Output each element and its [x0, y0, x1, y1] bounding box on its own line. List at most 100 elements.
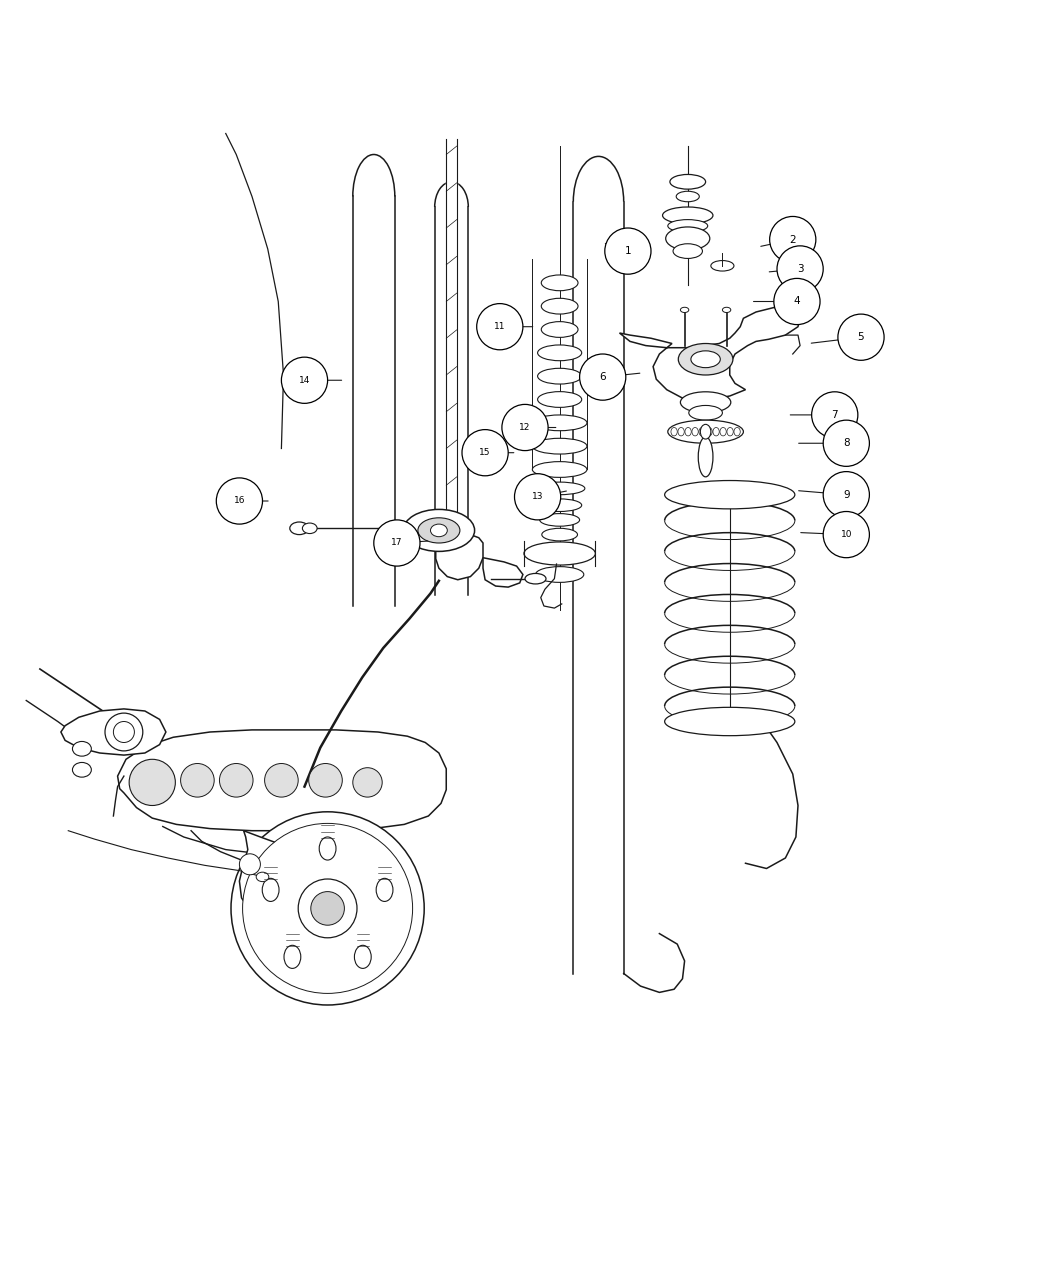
- Circle shape: [105, 713, 143, 751]
- Ellipse shape: [524, 542, 595, 565]
- Polygon shape: [483, 557, 523, 586]
- Ellipse shape: [538, 499, 582, 511]
- Ellipse shape: [692, 427, 698, 436]
- Ellipse shape: [72, 742, 91, 756]
- Ellipse shape: [542, 528, 578, 541]
- Ellipse shape: [665, 708, 795, 736]
- Ellipse shape: [525, 574, 546, 584]
- Ellipse shape: [376, 878, 393, 901]
- Circle shape: [298, 878, 357, 938]
- Ellipse shape: [290, 521, 309, 534]
- Text: 7: 7: [832, 409, 838, 419]
- Circle shape: [353, 768, 382, 797]
- Polygon shape: [353, 196, 395, 606]
- Text: 8: 8: [843, 439, 849, 449]
- Ellipse shape: [680, 307, 689, 312]
- Text: 15: 15: [480, 449, 490, 458]
- Ellipse shape: [727, 427, 733, 436]
- Ellipse shape: [706, 427, 712, 436]
- Ellipse shape: [663, 207, 713, 224]
- Ellipse shape: [676, 191, 699, 201]
- Ellipse shape: [355, 945, 372, 969]
- Circle shape: [777, 246, 823, 292]
- Polygon shape: [61, 709, 166, 755]
- Text: 14: 14: [299, 376, 310, 385]
- Ellipse shape: [538, 368, 582, 384]
- Circle shape: [216, 478, 262, 524]
- Circle shape: [281, 357, 328, 403]
- Polygon shape: [118, 729, 446, 831]
- Circle shape: [129, 760, 175, 806]
- Ellipse shape: [680, 391, 731, 413]
- Text: 17: 17: [392, 538, 402, 547]
- Ellipse shape: [542, 275, 578, 291]
- Ellipse shape: [302, 523, 317, 533]
- Circle shape: [774, 278, 820, 325]
- Ellipse shape: [262, 878, 279, 901]
- Ellipse shape: [284, 945, 300, 969]
- Polygon shape: [573, 201, 624, 974]
- Circle shape: [113, 722, 134, 742]
- Ellipse shape: [678, 427, 685, 436]
- Circle shape: [311, 891, 344, 926]
- Ellipse shape: [668, 421, 743, 444]
- Ellipse shape: [542, 298, 578, 314]
- Ellipse shape: [689, 405, 722, 421]
- Circle shape: [309, 764, 342, 797]
- Circle shape: [181, 764, 214, 797]
- Ellipse shape: [403, 510, 475, 551]
- Circle shape: [823, 421, 869, 467]
- Ellipse shape: [666, 227, 710, 250]
- Ellipse shape: [670, 175, 706, 189]
- Text: 9: 9: [843, 490, 849, 500]
- Text: 6: 6: [600, 372, 606, 382]
- Text: 3: 3: [797, 264, 803, 274]
- Circle shape: [580, 354, 626, 400]
- Polygon shape: [446, 139, 457, 543]
- Text: 10: 10: [841, 530, 852, 539]
- Text: 12: 12: [520, 423, 530, 432]
- Circle shape: [605, 228, 651, 274]
- Ellipse shape: [665, 481, 795, 509]
- Text: 2: 2: [790, 235, 796, 245]
- Ellipse shape: [72, 762, 91, 778]
- Ellipse shape: [534, 482, 585, 495]
- Circle shape: [243, 824, 413, 993]
- Ellipse shape: [694, 488, 717, 497]
- Polygon shape: [436, 534, 483, 580]
- Ellipse shape: [256, 872, 269, 881]
- Ellipse shape: [722, 307, 731, 312]
- Text: 13: 13: [532, 492, 543, 501]
- Circle shape: [770, 217, 816, 263]
- Ellipse shape: [532, 414, 587, 431]
- Ellipse shape: [734, 427, 740, 436]
- Ellipse shape: [700, 425, 711, 439]
- Ellipse shape: [430, 524, 447, 537]
- Text: 11: 11: [495, 323, 505, 332]
- Circle shape: [477, 303, 523, 349]
- Circle shape: [374, 520, 420, 566]
- Text: 4: 4: [794, 297, 800, 306]
- Text: 1: 1: [625, 246, 631, 256]
- Ellipse shape: [668, 219, 708, 232]
- Ellipse shape: [536, 566, 584, 583]
- Circle shape: [265, 764, 298, 797]
- Ellipse shape: [540, 514, 580, 527]
- Ellipse shape: [698, 437, 713, 477]
- Ellipse shape: [418, 518, 460, 543]
- Ellipse shape: [678, 343, 733, 375]
- Ellipse shape: [691, 351, 720, 367]
- Polygon shape: [435, 207, 468, 595]
- Polygon shape: [239, 831, 328, 923]
- Ellipse shape: [673, 244, 702, 259]
- Ellipse shape: [532, 462, 587, 477]
- Ellipse shape: [538, 391, 582, 408]
- Ellipse shape: [713, 427, 719, 436]
- Ellipse shape: [685, 427, 691, 436]
- Circle shape: [823, 472, 869, 518]
- Ellipse shape: [532, 439, 587, 454]
- Circle shape: [812, 391, 858, 439]
- Circle shape: [823, 511, 869, 557]
- Circle shape: [502, 404, 548, 450]
- Text: 16: 16: [234, 496, 245, 505]
